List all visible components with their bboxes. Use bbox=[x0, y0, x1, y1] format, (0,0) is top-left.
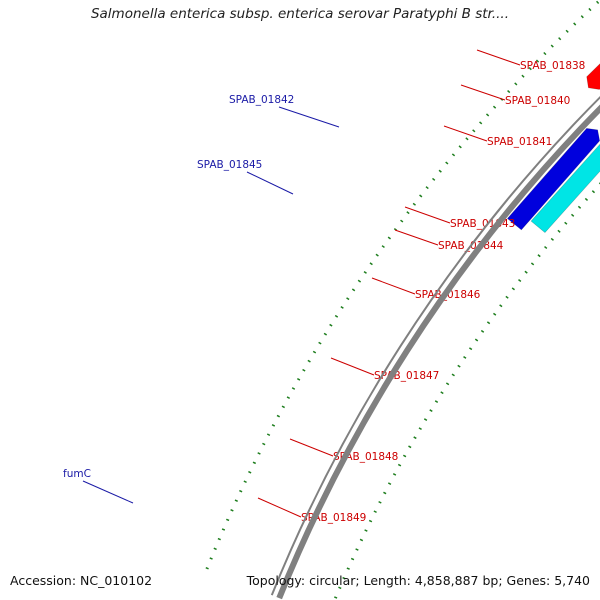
backbone bbox=[276, 104, 600, 600]
backbone-inner-line bbox=[270, 96, 600, 596]
leader-line bbox=[246, 171, 294, 195]
leader-line bbox=[278, 106, 340, 128]
gene-label: SPAB_01838 bbox=[520, 60, 585, 72]
gene-label: SPAB_01842 bbox=[229, 94, 294, 106]
gene-block bbox=[506, 128, 600, 231]
leader-line bbox=[330, 357, 375, 376]
leader-line bbox=[289, 438, 334, 457]
leader-line bbox=[443, 125, 488, 142]
inner-tick-ring bbox=[205, 0, 600, 570]
gene-label: SPAB_01845 bbox=[197, 159, 262, 171]
leader-line bbox=[257, 497, 302, 518]
leader-line bbox=[394, 229, 439, 246]
gene-label: fumC bbox=[63, 468, 91, 480]
genome-summary-text: Topology: circular; Length: 4,858,887 bp… bbox=[246, 573, 590, 588]
leader-line bbox=[476, 49, 521, 66]
gene-block bbox=[530, 143, 600, 234]
accession-text: Accession: NC_010102 bbox=[10, 573, 153, 588]
leader-line bbox=[371, 277, 416, 295]
gene-label: SPAB_01840 bbox=[505, 95, 570, 107]
leader-line bbox=[460, 84, 506, 101]
feature-layer bbox=[506, 63, 600, 234]
red-gene-block bbox=[586, 63, 600, 90]
gene-label: SPAB_01841 bbox=[487, 136, 552, 148]
label-layer: SPAB_01842 SPAB_01845 fumC SPAB_01838 SPAB_0… bbox=[63, 49, 585, 524]
leader-line bbox=[404, 206, 451, 224]
map-title: Salmonella enterica subsp. enterica sero… bbox=[90, 6, 510, 22]
tick-layer: 1568 kbp1569 kbp1570 kbp1571 kbp1572 kbp… bbox=[205, 0, 600, 600]
gene-label: SPAB_01843 bbox=[450, 218, 515, 230]
leader-line bbox=[82, 480, 134, 504]
